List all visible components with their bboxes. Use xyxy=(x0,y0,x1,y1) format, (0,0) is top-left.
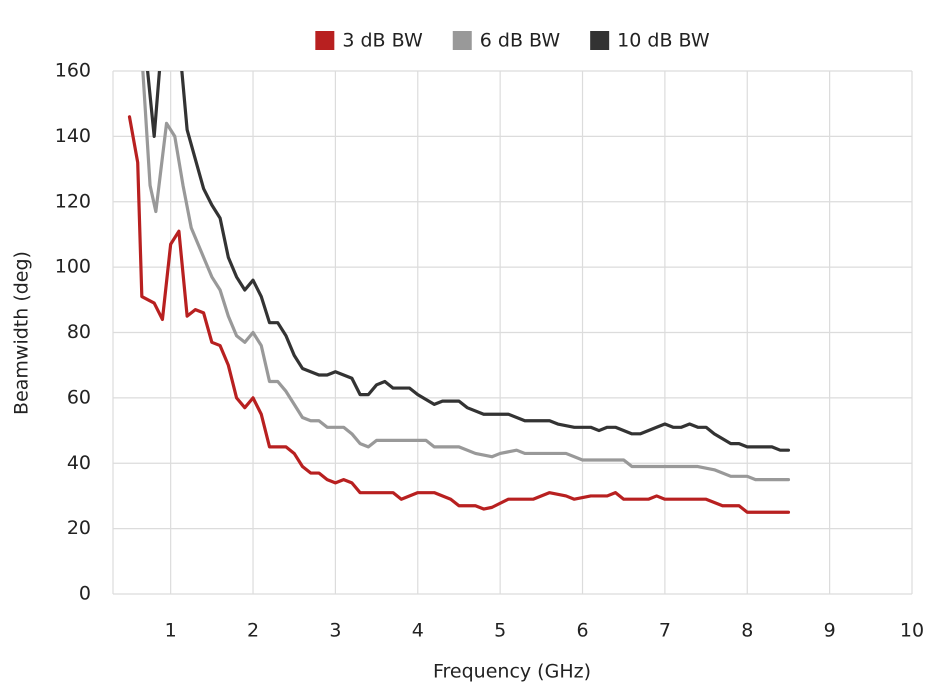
x-tick-label: 10 xyxy=(900,620,924,642)
x-tick-label: 3 xyxy=(329,620,341,642)
legend-label: 10 dB BW xyxy=(617,30,710,52)
y-tick-label: 20 xyxy=(67,517,91,539)
x-tick-label: 5 xyxy=(494,620,506,642)
legend-swatch xyxy=(452,31,472,50)
x-tick-label: 4 xyxy=(412,620,424,642)
y-tick-label: 120 xyxy=(55,190,91,212)
legend-item: 3 dB BW xyxy=(315,30,423,52)
y-tick-label: 80 xyxy=(67,321,91,343)
x-tick-label: 7 xyxy=(659,620,671,642)
x-tick-label: 6 xyxy=(576,620,588,642)
legend-item: 10 dB BW xyxy=(590,30,710,52)
legend-swatch xyxy=(315,31,335,50)
y-tick-label: 0 xyxy=(79,583,91,605)
legend-label: 6 dB BW xyxy=(480,30,561,52)
legend-label: 3 dB BW xyxy=(342,30,423,52)
y-tick-label: 160 xyxy=(55,60,91,82)
legend-item: 6 dB BW xyxy=(452,30,561,52)
y-tick-label: 100 xyxy=(55,256,91,278)
x-tick-label: 1 xyxy=(165,620,177,642)
y-axis-label: Beamwidth (deg) xyxy=(11,251,33,415)
series-line xyxy=(141,71,791,482)
x-axis-label: Frequency (GHz) xyxy=(433,661,591,683)
series-line xyxy=(145,71,791,452)
y-tick-label: 140 xyxy=(55,125,91,147)
x-tick-label: 8 xyxy=(741,620,753,642)
x-tick-label: 2 xyxy=(247,620,259,642)
x-tick-label: 9 xyxy=(824,620,836,642)
y-tick-label: 60 xyxy=(67,386,91,408)
legend-swatch xyxy=(590,31,610,50)
series-line xyxy=(127,115,791,514)
y-tick-label: 40 xyxy=(67,452,91,474)
